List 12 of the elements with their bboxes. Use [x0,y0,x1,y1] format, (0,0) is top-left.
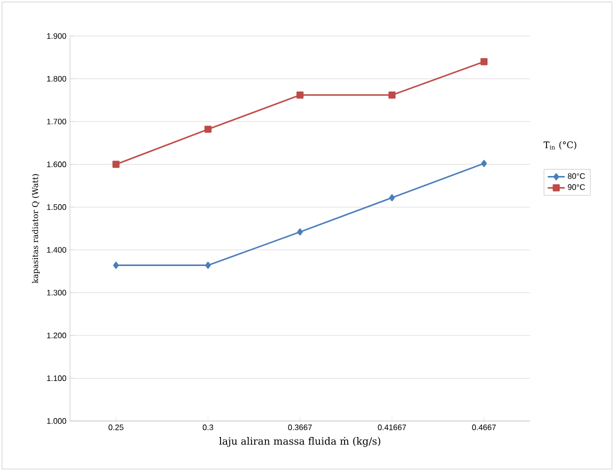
legend-title: T$_{in}$ (°C) [544,141,576,150]
point [113,262,119,269]
point [205,262,211,269]
x-axis-title: laju aliran massa fluida ṁ (kg/s) [219,436,380,447]
point [481,160,487,168]
point [204,126,212,133]
point [112,160,120,168]
point [297,228,303,236]
point [389,194,395,202]
point [296,92,304,99]
point [388,92,396,99]
point [480,58,488,66]
